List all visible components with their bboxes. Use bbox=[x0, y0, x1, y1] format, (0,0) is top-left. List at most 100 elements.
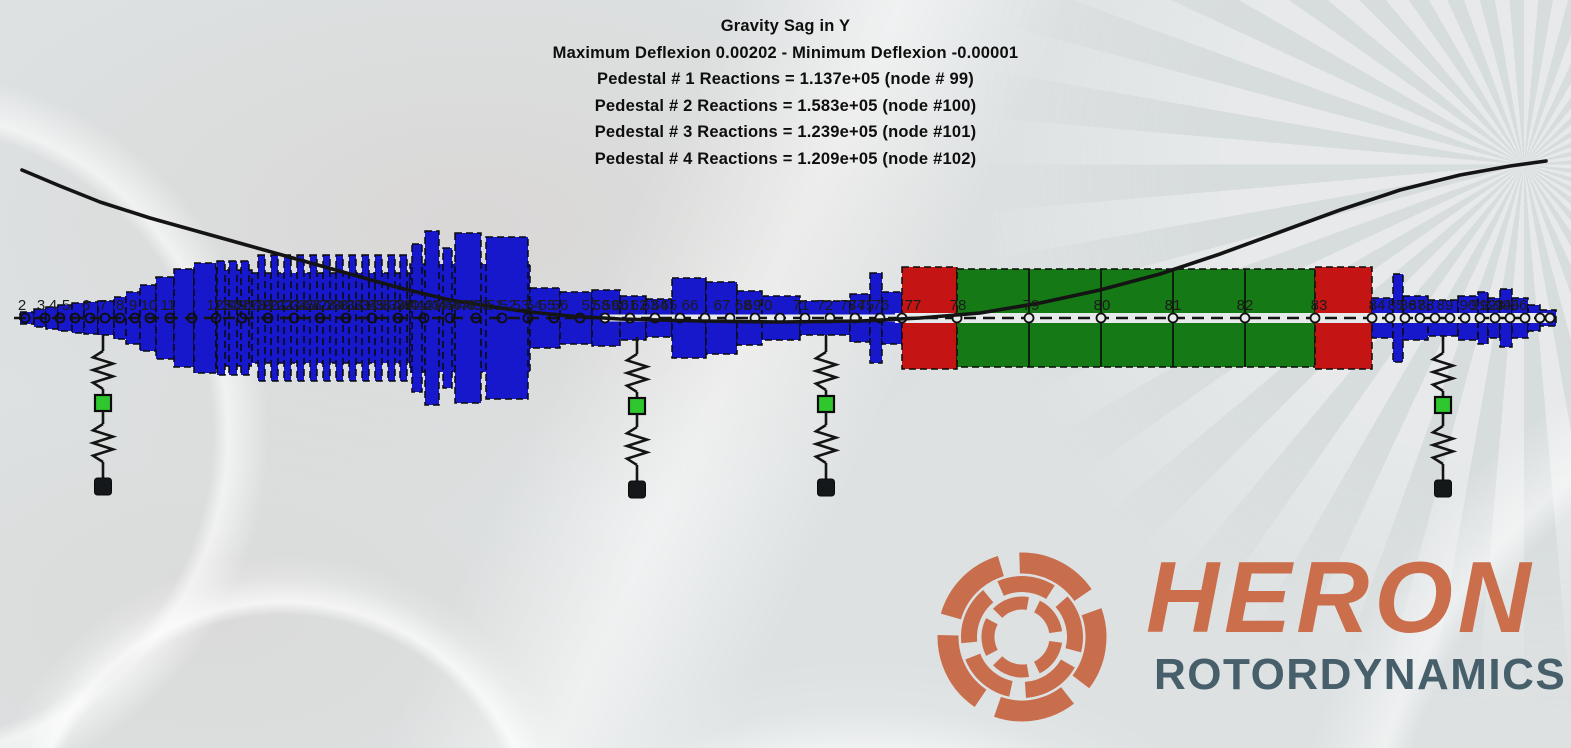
node-label: 17 bbox=[242, 297, 259, 314]
node-label: 22 bbox=[277, 297, 294, 314]
heron-logo: HERON ROTORDYNAMICS bbox=[900, 540, 1571, 748]
node-circle bbox=[418, 312, 430, 324]
node-label: 23 bbox=[284, 297, 301, 314]
node-circle bbox=[1414, 312, 1426, 324]
node-label: 13 bbox=[214, 297, 231, 314]
node-circle bbox=[19, 312, 31, 324]
node-circle bbox=[444, 312, 456, 324]
node-circle bbox=[1309, 312, 1321, 324]
node-label: 82 bbox=[1237, 297, 1254, 314]
pedestal-spring bbox=[811, 423, 841, 465]
node-label: 71 bbox=[793, 297, 810, 314]
node-circle bbox=[114, 312, 126, 324]
node-label: 78 bbox=[950, 297, 967, 314]
heron-swirl-icon bbox=[937, 552, 1107, 722]
pedestal-spring bbox=[88, 349, 118, 391]
node-label: 3 bbox=[37, 297, 45, 314]
pedestal-spring bbox=[1428, 351, 1458, 393]
node-label: 90 bbox=[1460, 297, 1477, 314]
node-circle bbox=[1504, 312, 1516, 324]
node-circle bbox=[236, 312, 248, 324]
node-label: 69 bbox=[745, 297, 762, 314]
node-label: 91 bbox=[1471, 297, 1488, 314]
node-label: 34 bbox=[361, 297, 378, 314]
pedestal-4-reaction: Pedestal # 4 Reactions = 1.209e+05 (node… bbox=[594, 149, 977, 168]
centerline-band bbox=[895, 313, 1552, 323]
node-label: 70 bbox=[756, 297, 773, 314]
pedestal-3-reaction: Pedestal # 3 Reactions = 1.239e+05 (node… bbox=[594, 123, 977, 142]
node-label: 37 bbox=[382, 297, 399, 314]
pedestal-ground bbox=[628, 480, 646, 499]
node-circle bbox=[164, 312, 176, 324]
node-circle bbox=[99, 312, 111, 324]
node-label: 45 bbox=[438, 297, 455, 314]
node-label: 21 bbox=[270, 297, 287, 314]
node-label: 63 bbox=[642, 297, 659, 314]
node-circle bbox=[288, 312, 300, 324]
node-label: 67 bbox=[714, 297, 731, 314]
node-label: 76 bbox=[873, 297, 890, 314]
plot-title: Gravity Sag in Y bbox=[720, 17, 851, 35]
node-label: 43 bbox=[424, 297, 441, 314]
node-label: 19 bbox=[256, 297, 273, 314]
pedestal-mass bbox=[93, 393, 113, 413]
node-label: 26 bbox=[305, 297, 322, 314]
logo-name-text: HERON bbox=[1146, 542, 1536, 654]
node-label: 79 bbox=[1023, 297, 1040, 314]
node-label: 54 bbox=[526, 297, 543, 314]
node-circle bbox=[1384, 312, 1396, 324]
node-label: 42 bbox=[417, 297, 434, 314]
deflection-curve bbox=[20, 159, 1548, 324]
node-label: 68 bbox=[735, 297, 752, 314]
node-label: 41 bbox=[410, 297, 427, 314]
node-label: 65 bbox=[661, 297, 678, 314]
node-circle bbox=[1239, 312, 1251, 324]
node-label: 83 bbox=[1311, 297, 1328, 314]
node-label: 27 bbox=[312, 297, 329, 314]
pedestal-ground bbox=[817, 478, 835, 497]
node-label: 8 bbox=[116, 297, 124, 314]
node-label: 52 bbox=[500, 297, 517, 314]
node-label: 16 bbox=[235, 297, 252, 314]
pedestal-spring bbox=[1428, 424, 1458, 466]
pedestal-2-reaction: Pedestal # 2 Reactions = 1.583e+05 (node… bbox=[594, 96, 977, 115]
node-label: 58 bbox=[593, 297, 610, 314]
node-circle bbox=[1095, 312, 1107, 324]
node-label: 72 bbox=[817, 297, 834, 314]
node-label: 39 bbox=[396, 297, 413, 314]
node-label: 30 bbox=[333, 297, 350, 314]
node-circle bbox=[340, 312, 352, 324]
node-label: 95 bbox=[1503, 297, 1520, 314]
node-label: 75 bbox=[858, 297, 875, 314]
node-label: 46 bbox=[445, 297, 462, 314]
node-label: 74 bbox=[849, 297, 866, 314]
node-label: 38 bbox=[389, 297, 406, 314]
node-label: 36 bbox=[375, 297, 392, 314]
node-circle bbox=[210, 312, 222, 324]
node-label: 29 bbox=[326, 297, 343, 314]
node-circle bbox=[496, 312, 508, 324]
node-circle bbox=[1167, 312, 1179, 324]
node-label: 25 bbox=[298, 297, 315, 314]
node-circle bbox=[1459, 312, 1471, 324]
node-circle bbox=[1534, 312, 1546, 324]
node-label: 9 bbox=[129, 297, 137, 314]
pedestal-1-reaction: Pedestal # 1 Reactions = 1.137e+05 (node… bbox=[597, 70, 974, 89]
node-circle bbox=[1489, 312, 1501, 324]
node-circle bbox=[314, 312, 326, 324]
node-label: 18 bbox=[249, 297, 266, 314]
pedestal-mass bbox=[627, 396, 647, 416]
node-label: 48 bbox=[459, 297, 476, 314]
node-circle bbox=[39, 312, 51, 324]
node-label: 64 bbox=[652, 297, 669, 314]
node-label: 73 bbox=[840, 297, 857, 314]
node-circle bbox=[186, 312, 198, 324]
node-label: 12 bbox=[207, 297, 224, 314]
node-circle bbox=[129, 312, 141, 324]
node-circle bbox=[1366, 312, 1378, 324]
node-label: 33 bbox=[354, 297, 371, 314]
node-label: 53 bbox=[513, 297, 530, 314]
node-circle bbox=[392, 312, 404, 324]
logo-subtitle-text: ROTORDYNAMICS bbox=[1154, 650, 1567, 699]
plot-title-block: Gravity Sag in Y Maximum Deflexion 0.002… bbox=[0, 13, 1571, 173]
